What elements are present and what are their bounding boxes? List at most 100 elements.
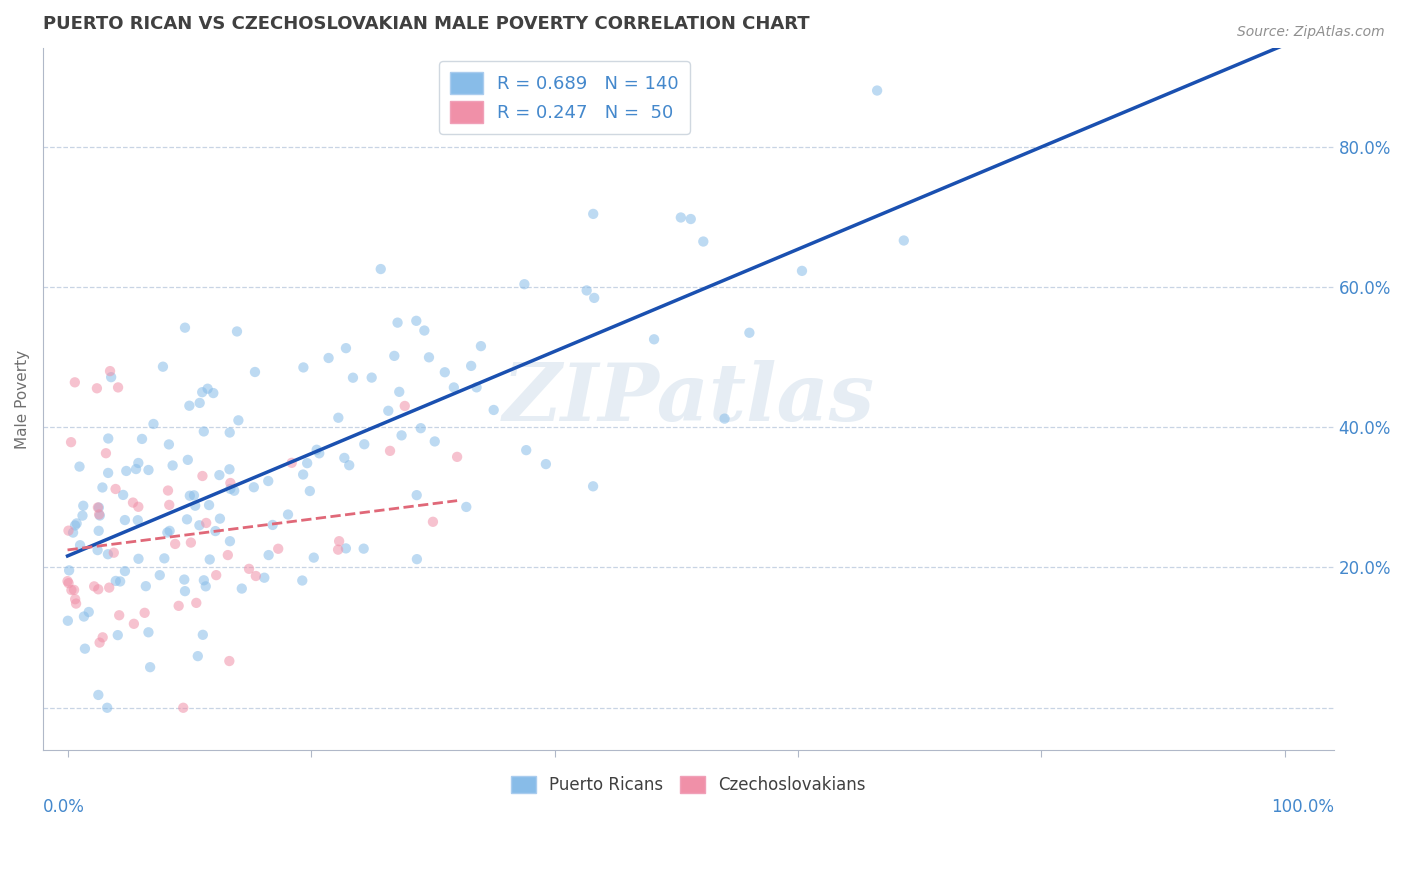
Point [157, 437, 180, 451]
Point [205, 568, 228, 582]
Point [423, 434, 446, 449]
Point [231, 582, 253, 596]
Point [157, 498, 180, 512]
Point [218, 425, 240, 440]
Point [318, 351, 340, 365]
Point [152, 359, 174, 374]
Point [125, 462, 148, 476]
Point [292, 467, 315, 482]
Point [97, 432, 120, 446]
Point [208, 511, 231, 525]
Point [66, 516, 89, 531]
Point [63, 518, 86, 533]
Point [87, 500, 110, 515]
Point [298, 483, 321, 498]
Point [89, 508, 111, 523]
Point [91, 480, 114, 494]
Point [377, 404, 399, 418]
Point [219, 482, 242, 496]
Point [302, 550, 325, 565]
Point [277, 508, 299, 522]
Point [238, 562, 260, 576]
Point [292, 360, 315, 375]
Point [513, 277, 536, 292]
Point [738, 326, 761, 340]
Y-axis label: Male Poverty: Male Poverty [15, 350, 30, 449]
Point [94, 446, 117, 460]
Point [692, 235, 714, 249]
Point [87, 688, 110, 702]
Point [335, 541, 357, 556]
Point [194, 579, 217, 593]
Point [56, 574, 79, 589]
Point [257, 474, 280, 488]
Point [713, 411, 735, 425]
Point [405, 314, 427, 328]
Point [73, 609, 96, 624]
Point [643, 332, 665, 346]
Point [135, 579, 157, 593]
Point [58, 524, 80, 538]
Point [60, 435, 83, 450]
Point [482, 403, 505, 417]
Point [582, 479, 605, 493]
Point [353, 437, 375, 451]
Point [433, 365, 456, 379]
Point [180, 535, 202, 549]
Point [245, 569, 267, 583]
Point [142, 417, 165, 431]
Point [195, 516, 218, 530]
Point [308, 446, 330, 460]
Point [197, 382, 219, 396]
Point [165, 537, 187, 551]
Point [446, 450, 468, 464]
Point [115, 464, 138, 478]
Point [193, 574, 215, 588]
Point [188, 396, 211, 410]
Point [103, 546, 125, 560]
Point [62, 525, 84, 540]
Point [108, 608, 131, 623]
Point [138, 463, 160, 477]
Point [460, 359, 482, 373]
Text: 0.0%: 0.0% [44, 797, 86, 815]
Point [224, 483, 246, 498]
Point [176, 512, 198, 526]
Point [87, 500, 110, 515]
Point [187, 649, 209, 664]
Point [138, 625, 160, 640]
Text: ZIPatlas: ZIPatlas [502, 360, 875, 438]
Point [63, 582, 86, 597]
Point [391, 428, 413, 442]
Point [333, 450, 356, 465]
Point [156, 525, 179, 540]
Point [191, 469, 214, 483]
Point [63, 592, 86, 607]
Point [790, 264, 813, 278]
Point [342, 370, 364, 384]
Point [134, 606, 156, 620]
Point [257, 548, 280, 562]
Point [866, 83, 889, 97]
Point [582, 207, 605, 221]
Point [98, 581, 121, 595]
Point [122, 616, 145, 631]
Point [226, 325, 249, 339]
Point [104, 574, 127, 588]
Point [69, 459, 91, 474]
Legend: Puerto Ricans, Czechoslovakians: Puerto Ricans, Czechoslovakians [505, 770, 873, 801]
Text: 100.0%: 100.0% [1271, 797, 1334, 815]
Point [328, 410, 350, 425]
Point [679, 212, 702, 227]
Point [114, 564, 136, 578]
Point [253, 571, 276, 585]
Point [86, 543, 108, 558]
Point [73, 641, 96, 656]
Point [262, 517, 284, 532]
Point [179, 399, 201, 413]
Point [388, 384, 411, 399]
Point [177, 453, 200, 467]
Point [243, 365, 266, 379]
Point [335, 341, 357, 355]
Point [60, 582, 83, 597]
